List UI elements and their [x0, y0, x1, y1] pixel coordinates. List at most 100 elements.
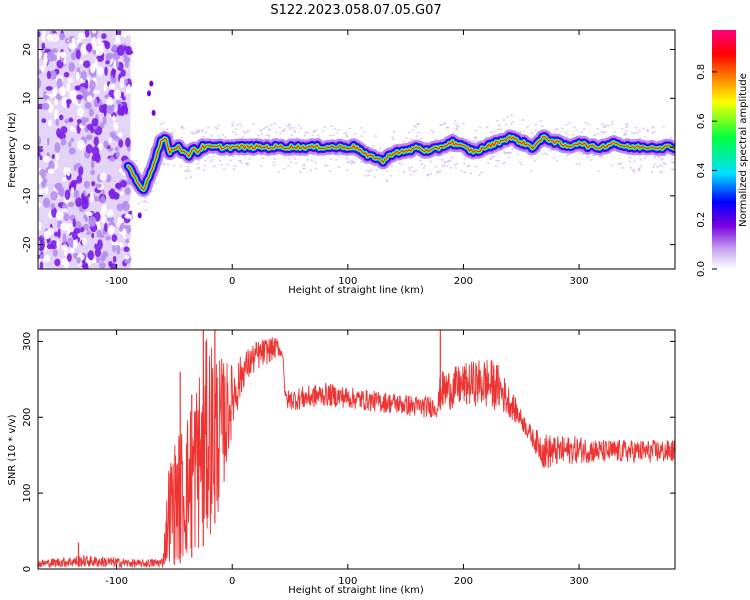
halo-speck: [673, 131, 675, 134]
noise-speckle: [76, 119, 82, 124]
halo-speck: [596, 133, 599, 135]
noise-speckle: [39, 65, 46, 72]
halo-speck: [218, 160, 222, 162]
halo-speck: [626, 122, 629, 125]
noise-speckle: [45, 86, 54, 91]
noise-speckle: [51, 48, 58, 53]
noise-speckle: [46, 51, 55, 62]
halo-speck: [584, 121, 588, 124]
halo-speck: [208, 156, 212, 158]
halo-speck: [186, 165, 190, 168]
halo-speck: [196, 129, 199, 131]
halo-speck: [617, 163, 621, 166]
halo-speck: [533, 160, 537, 162]
spectrogram-x-axis-label: Height of straight line (km): [288, 285, 424, 296]
halo-speck: [197, 130, 201, 132]
halo-speck: [286, 125, 289, 127]
halo-speck: [603, 131, 607, 133]
noise-speckle: [56, 78, 63, 89]
halo-speck: [414, 169, 418, 172]
noise-speckle: [68, 141, 72, 148]
halo-speck: [324, 164, 327, 167]
halo-speck: [303, 134, 307, 137]
halo-speck: [529, 156, 532, 159]
halo-speck: [197, 160, 201, 162]
noise-speckle: [121, 96, 126, 101]
halo-speck: [313, 130, 317, 132]
halo-speck: [575, 163, 578, 166]
halo-speck: [447, 160, 450, 163]
noise-speckle: [106, 96, 114, 107]
halo-speck: [402, 171, 406, 173]
halo-speck: [257, 134, 260, 137]
halo-speck: [650, 171, 654, 173]
noise-speckle: [43, 254, 51, 263]
halo-speck: [267, 134, 271, 137]
noise-speckle: [64, 189, 71, 201]
halo-speck: [474, 165, 478, 168]
halo-speck: [234, 165, 237, 167]
halo-speck: [368, 171, 371, 173]
halo-speck: [441, 158, 444, 161]
noise-speckle: [103, 140, 109, 149]
halo-speck: [651, 127, 655, 129]
halo-speck: [272, 164, 275, 167]
halo-speck: [504, 123, 508, 126]
halo-speck: [492, 131, 495, 133]
halo-speck: [202, 135, 205, 138]
halo-speck: [474, 129, 478, 132]
halo-speck: [534, 123, 537, 126]
noise-speckle: [116, 37, 120, 43]
halo-speck: [669, 136, 673, 139]
halo-speck: [289, 128, 292, 130]
halo-speck: [378, 147, 382, 150]
halo-speck: [294, 162, 298, 165]
halo-speck: [409, 157, 413, 160]
halo-speck: [661, 157, 664, 160]
spectrogram-x-tick-label: 300: [569, 276, 588, 287]
spectrogram-x-tick-label: -100: [105, 276, 128, 287]
halo-speck: [375, 169, 379, 171]
halo-speck: [304, 131, 308, 134]
halo-speck: [329, 158, 333, 160]
halo-speck: [409, 173, 413, 176]
halo-speck: [392, 130, 396, 133]
noise-speckle: [75, 85, 81, 91]
halo-speck: [367, 174, 370, 177]
halo-speck: [442, 123, 446, 125]
halo-speck: [159, 123, 163, 126]
noise-speckle: [82, 237, 87, 246]
noise-speckle: [53, 108, 59, 118]
halo-speck: [623, 134, 626, 137]
halo-speck: [455, 127, 458, 130]
noise-speckle: [46, 70, 52, 80]
halo-speck: [144, 196, 147, 199]
halo-speck: [232, 155, 236, 158]
noise-speckle: [60, 138, 67, 146]
halo-speck: [567, 153, 571, 155]
noise-speckle: [99, 172, 108, 182]
noise-speckle: [86, 95, 93, 102]
halo-speck: [258, 129, 262, 131]
noise-speckle: [77, 32, 86, 40]
noise-speckle: [66, 82, 71, 93]
halo-speck: [275, 131, 278, 133]
halo-speck: [213, 165, 216, 168]
halo-speck: [552, 157, 556, 160]
noise-speckle: [55, 152, 60, 162]
snr-y-tick-label: 100: [22, 484, 33, 503]
halo-speck: [170, 131, 174, 134]
noise-speckle: [119, 77, 125, 89]
halo-speck: [432, 131, 435, 133]
noise-speckle: [124, 213, 132, 219]
halo-speck: [302, 163, 306, 166]
noise-speckle: [52, 87, 58, 97]
halo-speck: [364, 174, 367, 177]
halo-speck: [607, 124, 611, 127]
halo-speck: [631, 132, 634, 135]
noise-speckle: [44, 186, 49, 196]
halo-speck: [511, 121, 514, 123]
noise-speckle: [68, 147, 76, 155]
halo-speck: [519, 131, 523, 133]
halo-speck: [469, 172, 472, 175]
